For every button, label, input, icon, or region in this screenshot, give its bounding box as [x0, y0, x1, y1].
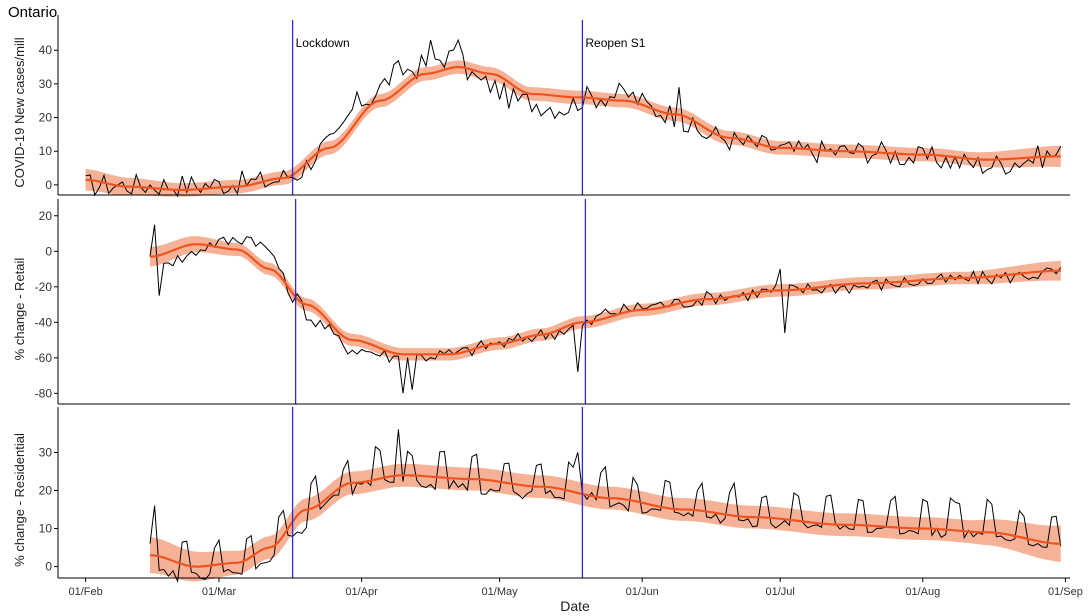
y-tick-label: 10: [39, 522, 53, 536]
x-tick-label: 01/May: [482, 586, 519, 598]
y-tick-label: -60: [35, 351, 53, 365]
raw-series-line: [149, 429, 1062, 583]
y-tick-label: 20: [39, 209, 53, 223]
smoothed-trend-line: [149, 243, 1061, 356]
x-tick-label: 01/Aug: [905, 586, 940, 598]
chart-title: Ontario: [8, 4, 58, 21]
y-tick-label: 0: [45, 244, 52, 258]
panels: Lockdown Reopen S1 0 10 20 30 40 COVID-19 New c…: [12, 15, 1070, 583]
x-axis-label: Date: [560, 598, 590, 614]
confidence-band: [150, 463, 1061, 582]
x-tick-label: 01/Mar: [202, 586, 237, 598]
smoothed-trend-line: [149, 474, 1061, 568]
raw-series-line: [149, 224, 1062, 394]
y-tick-label: 40: [39, 43, 53, 57]
x-tick-label: 01/Jul: [766, 586, 795, 598]
y-tick-label: -40: [35, 315, 53, 329]
y-axis-label: % change - Retail: [12, 258, 27, 361]
x-tick-label: 01/Feb: [68, 586, 102, 598]
y-axis-label: % change - Residential: [12, 433, 27, 567]
y-tick-label: 0: [45, 560, 52, 574]
event-label-1: Lockdown: [296, 36, 350, 50]
smoothed-trend-line: [85, 65, 1061, 191]
event-label-2: Reopen S1: [585, 36, 645, 50]
x-tick-label: 01/Jun: [626, 586, 659, 598]
confidence-band: [85, 60, 1061, 197]
y-tick-label: 20: [39, 111, 53, 125]
panel-3: 0 10 20 30 % change - Residential: [12, 407, 1070, 583]
y-tick-label: -20: [35, 280, 53, 294]
y-tick-label: 0: [45, 178, 52, 192]
x-tick-label: 01/Sep: [1048, 586, 1083, 598]
y-tick-label: 30: [39, 445, 53, 459]
panel-1: Lockdown Reopen S1 0 10 20 30 40 COVID-19 New c…: [12, 15, 1070, 198]
y-tick-label: -80: [35, 386, 53, 400]
confidence-band: [150, 236, 1061, 361]
panel-2: 20 0 -20 -40 -60 -80 % change - Retail: [12, 199, 1070, 405]
x-tick-label: 01/Apr: [345, 586, 378, 598]
y-axis-label: COVID-19 New cases/mill: [12, 37, 27, 187]
y-tick-label: 10: [39, 144, 53, 158]
y-tick-label: 30: [39, 77, 53, 91]
x-axis: 01/Feb 01/Mar 01/Apr 01/May 01/Jun 01/Jul 01/A…: [68, 578, 1083, 598]
raw-series-line: [85, 38, 1062, 198]
y-tick-label: 20: [39, 483, 53, 497]
